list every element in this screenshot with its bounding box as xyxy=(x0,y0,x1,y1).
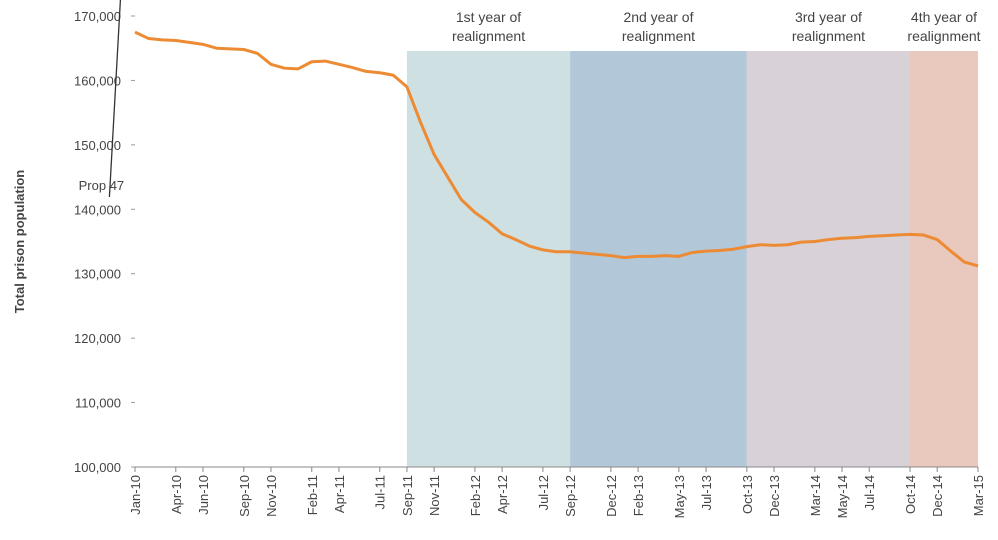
region-label: 4th year of xyxy=(911,9,977,25)
y-tick-label: 150,000 xyxy=(74,138,121,153)
region-label: 3rd year of xyxy=(795,9,862,25)
region-band xyxy=(910,51,978,467)
x-tick-label: Sep-12 xyxy=(563,475,578,517)
x-tick-label: Oct-14 xyxy=(903,475,918,514)
y-axis-label: Total prison population xyxy=(12,170,27,314)
region-label: 1st year of xyxy=(456,9,521,25)
y-tick-label: 130,000 xyxy=(74,267,121,282)
x-tick-label: Mar-14 xyxy=(808,475,823,516)
region-label: 2nd year of xyxy=(623,9,693,25)
region-label: realignment xyxy=(452,28,525,44)
x-tick-label: Dec-14 xyxy=(930,475,945,517)
region-band xyxy=(746,51,911,467)
y-tick-label: 110,000 xyxy=(75,396,121,411)
x-tick-label: Feb-11 xyxy=(305,475,320,515)
x-tick-label: May-14 xyxy=(835,475,850,518)
y-tick-label: 170,000 xyxy=(74,9,121,24)
x-tick-label: Feb-13 xyxy=(631,475,646,516)
x-tick-label: Sep-11 xyxy=(400,475,415,516)
y-tick-label: 140,000 xyxy=(74,202,121,217)
x-tick-label: Jun-10 xyxy=(196,475,211,515)
y-tick-label: 100,000 xyxy=(74,460,121,475)
x-tick-label: May-13 xyxy=(672,475,687,518)
x-tick-label: Apr-10 xyxy=(169,475,184,514)
x-tick-label: Oct-13 xyxy=(740,475,755,514)
y-tick-label: 120,000 xyxy=(74,331,121,346)
x-tick-label: Feb-12 xyxy=(468,475,483,516)
y-tick-label: 160,000 xyxy=(74,73,121,88)
x-tick-label: Sep-10 xyxy=(237,475,252,517)
region-label: realignment xyxy=(907,28,980,44)
x-tick-label: Jan-10 xyxy=(128,475,143,515)
x-tick-label: Apr-12 xyxy=(495,475,510,514)
x-tick-label: Apr-11 xyxy=(332,475,347,513)
x-tick-label: Mar-15 xyxy=(971,475,986,516)
region-label: realignment xyxy=(622,28,695,44)
x-tick-label: Jul-13 xyxy=(699,475,714,510)
region-band xyxy=(406,51,571,467)
x-tick-label: Jul-14 xyxy=(862,475,877,510)
region-label: realignment xyxy=(792,28,865,44)
x-tick-label: Nov-11 xyxy=(427,475,442,516)
data-line xyxy=(134,30,979,268)
x-tick-label: Dec-13 xyxy=(767,475,782,517)
region-band xyxy=(570,51,747,467)
x-tick-label: Jul-12 xyxy=(536,475,551,510)
x-tick-label: Jul-11 xyxy=(373,475,388,509)
x-tick-label: Nov-10 xyxy=(264,475,279,517)
annotation-text: Prop 47 xyxy=(79,178,125,193)
annotation-arrow xyxy=(108,0,122,198)
x-tick-label: Dec-12 xyxy=(604,475,619,517)
